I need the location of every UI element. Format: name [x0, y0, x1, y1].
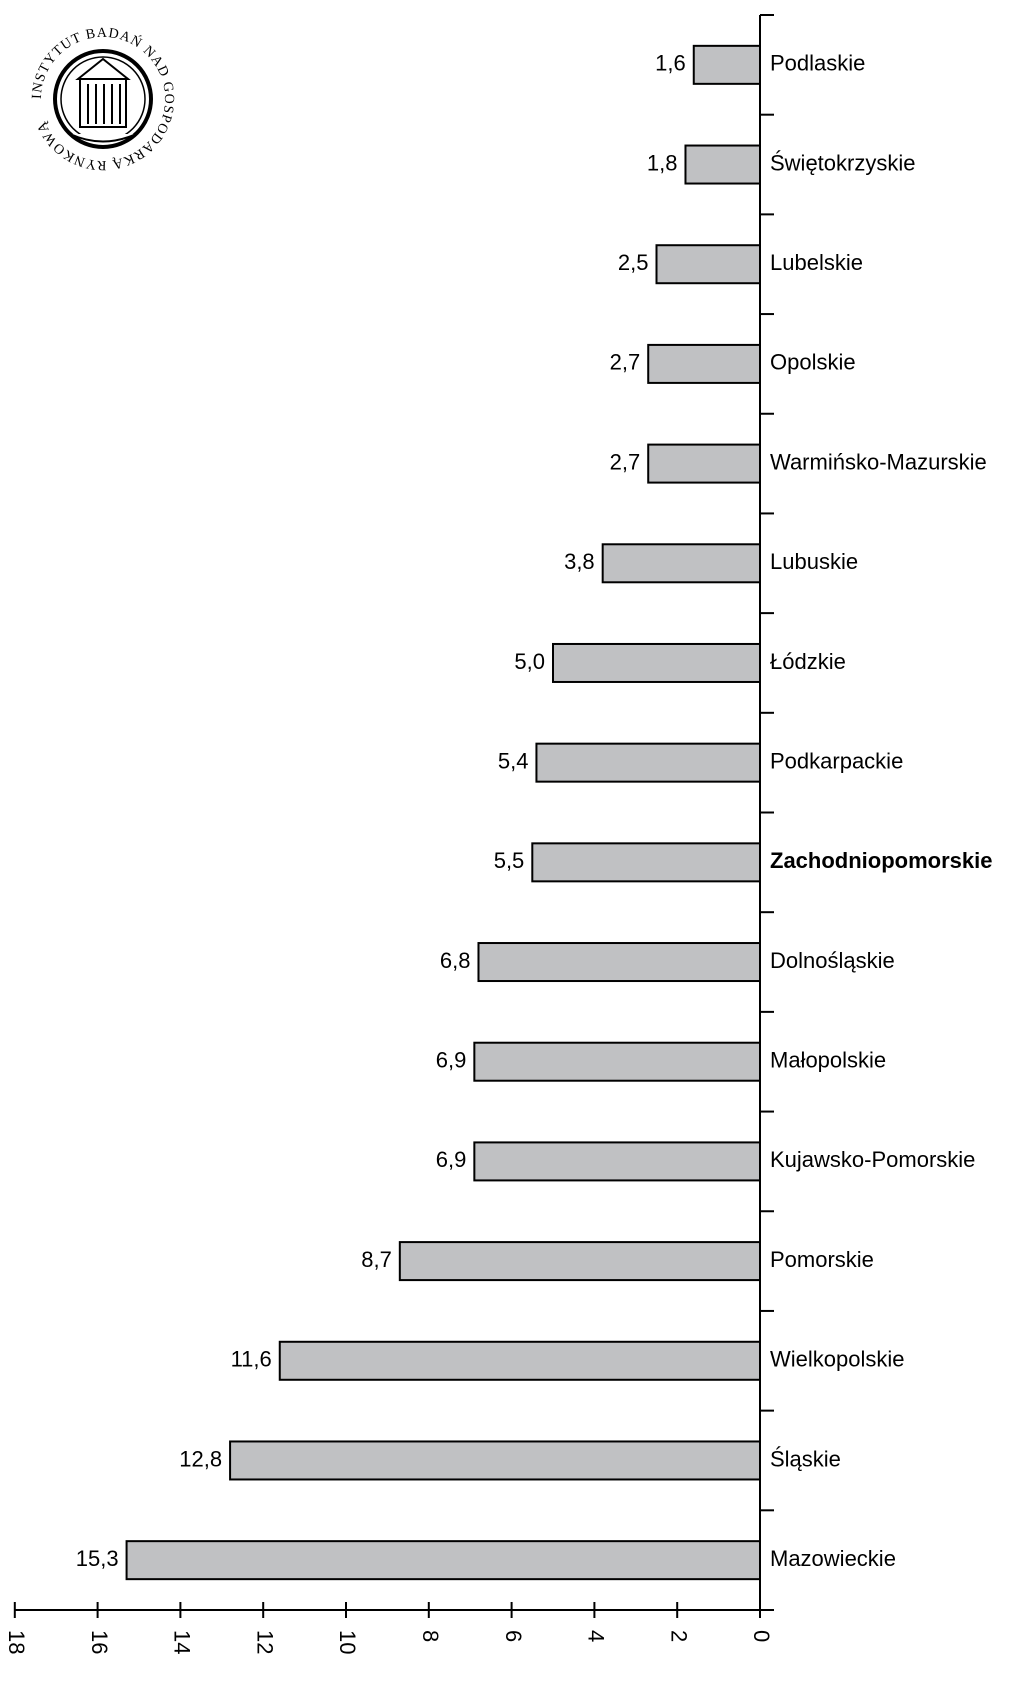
category-label: Łódzkie — [770, 649, 846, 674]
x-tick-label: 8 — [418, 1630, 443, 1642]
category-label: Zachodniopomorskie — [770, 848, 992, 873]
category-label: Małopolskie — [770, 1048, 886, 1073]
x-tick-label: 0 — [749, 1630, 774, 1642]
category-label: Podlaskie — [770, 51, 865, 76]
category-label: Opolskie — [770, 350, 856, 375]
value-label: 2,7 — [610, 449, 641, 474]
value-label: 2,5 — [618, 250, 649, 275]
category-label: Warmińsko-Mazurskie — [770, 449, 987, 474]
category-label: Mazowieckie — [770, 1546, 896, 1571]
x-tick-label: 16 — [87, 1630, 112, 1654]
category-label: Wielkopolskie — [770, 1347, 905, 1372]
bar — [552, 642, 761, 683]
category-label: Śląskie — [770, 1446, 841, 1471]
x-tick-label: 6 — [501, 1630, 526, 1642]
bar — [647, 443, 761, 484]
category-label: Lubuskie — [770, 549, 858, 574]
bar — [531, 842, 761, 883]
value-label: 5,4 — [498, 748, 529, 773]
x-tick-label: 4 — [584, 1630, 609, 1642]
bar — [684, 144, 761, 185]
bar — [477, 942, 761, 983]
value-label: 5,0 — [514, 649, 545, 674]
value-label: 6,9 — [436, 1048, 467, 1073]
value-label: 1,6 — [655, 51, 686, 76]
category-label: Lubelskie — [770, 250, 863, 275]
category-label: Podkarpackie — [770, 748, 903, 773]
bar — [601, 543, 761, 584]
value-label: 12,8 — [179, 1446, 222, 1471]
x-tick-label: 18 — [4, 1630, 29, 1654]
x-tick-label: 2 — [666, 1630, 691, 1642]
value-label: 15,3 — [76, 1546, 119, 1571]
bar — [647, 343, 761, 384]
value-label: 3,8 — [564, 549, 595, 574]
value-label: 6,8 — [440, 948, 471, 973]
value-label: 2,7 — [610, 350, 641, 375]
bar — [535, 742, 761, 783]
value-label: 8,7 — [361, 1247, 392, 1272]
bar — [278, 1340, 761, 1381]
bar — [398, 1241, 761, 1282]
value-label: 11,6 — [231, 1347, 272, 1372]
value-label: 5,5 — [494, 848, 525, 873]
bar — [229, 1440, 761, 1481]
category-label: Świętokrzyskie — [770, 150, 915, 175]
value-label: 6,9 — [436, 1147, 467, 1172]
bar — [692, 44, 762, 85]
value-label: 1,8 — [647, 150, 678, 175]
x-tick-label: 12 — [252, 1630, 277, 1654]
category-label: Dolnośląskie — [770, 948, 895, 973]
category-label: Kujawsko-Pomorskie — [770, 1147, 975, 1172]
x-tick-label: 14 — [170, 1630, 195, 1654]
category-label: Pomorskie — [770, 1247, 874, 1272]
bar — [473, 1041, 761, 1082]
x-tick-label: 10 — [335, 1630, 360, 1654]
logo-seal-icon: INSTYTUT BADAŃ NAD GOSPODARKĄ RYNKOWĄ — [30, 26, 175, 172]
bar — [125, 1540, 761, 1581]
bar — [655, 244, 761, 285]
bar — [473, 1141, 761, 1182]
